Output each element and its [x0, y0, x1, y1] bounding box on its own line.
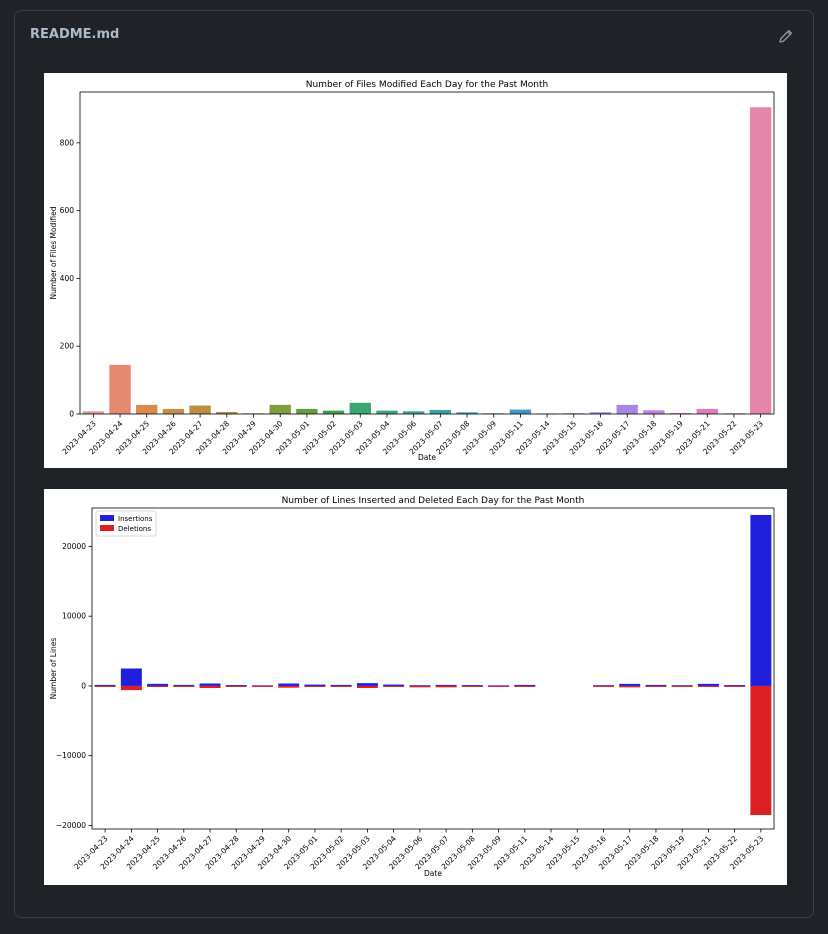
bar-insertions-2023-05-17 — [619, 683, 641, 686]
y-axis-label: Number of Lines — [49, 638, 58, 700]
bar-deletions-2023-05-02 — [330, 685, 352, 687]
y-tick-label: 200 — [60, 342, 75, 351]
bar-insertions-2023-05-16 — [593, 685, 614, 687]
bar-2023-05-16 — [589, 412, 612, 414]
chart-title: Number of Lines Inserted and Deleted Eac… — [282, 496, 585, 506]
bar-insertions-2023-05-22 — [724, 685, 746, 687]
bar-insertions-2023-05-21 — [697, 683, 719, 686]
x-axis-label: Date — [424, 869, 442, 878]
bar-insertions-2023-05-18 — [645, 684, 667, 686]
bar-deletions-2023-05-18 — [645, 685, 667, 687]
bar-deletions-2023-04-26 — [173, 685, 195, 687]
bar-deletions-2023-05-16 — [593, 685, 614, 687]
bar-2023-05-03 — [349, 402, 371, 414]
bar-deletions-2023-05-09 — [488, 685, 510, 687]
y-tick-label: 400 — [60, 274, 75, 283]
bar-insertions-2023-04-25 — [147, 683, 169, 686]
files-modified-svg: Number of Files Modified Each Day for th… — [49, 80, 775, 462]
bar-2023-04-27 — [189, 405, 211, 414]
legend-label-insertions: Insertions — [118, 515, 153, 523]
lines-changed-svg: Number of Lines Inserted and Deleted Eac… — [49, 496, 775, 878]
x-axis-label: Date — [418, 453, 436, 462]
y-tick-label: 600 — [60, 206, 75, 215]
bar-deletions-2023-05-19 — [671, 685, 693, 687]
bar-2023-05-11 — [509, 409, 532, 414]
bar-insertions-2023-05-02 — [330, 684, 352, 686]
bar-deletions-2023-04-24 — [120, 685, 142, 691]
bar-2023-05-08 — [456, 412, 478, 414]
bar-insertions-2023-05-09 — [488, 685, 510, 687]
bar-insertions-2023-05-07 — [435, 684, 457, 686]
bar-deletions-2023-04-29 — [252, 685, 273, 687]
bar-insertions-2023-05-11 — [514, 684, 536, 686]
file-name: README.md — [30, 27, 120, 42]
y-axis-label: Number of Files Modified — [49, 206, 58, 299]
y-tick-label: −10000 — [56, 751, 86, 760]
bar-deletions-2023-05-21 — [697, 685, 719, 687]
bar-insertions-2023-05-03 — [356, 683, 378, 686]
bar-deletions-2023-04-25 — [147, 685, 169, 687]
bar-2023-05-06 — [402, 411, 425, 414]
y-tick-label: 0 — [69, 410, 74, 419]
bar-deletions-2023-05-08 — [461, 685, 483, 687]
bar-insertions-2023-04-29 — [252, 685, 273, 687]
bar-2023-04-24 — [109, 364, 131, 414]
lines-changed-chart: Number of Lines Inserted and Deleted Eac… — [44, 489, 787, 885]
plot-frame — [91, 507, 775, 830]
bar-deletions-2023-05-01 — [304, 685, 326, 687]
bar-deletions-2023-05-17 — [619, 685, 641, 688]
bar-deletions-2023-05-06 — [409, 685, 431, 688]
bar-2023-04-28 — [216, 411, 238, 414]
pencil-icon[interactable] — [777, 27, 795, 45]
bar-2023-05-18 — [643, 410, 665, 414]
bar-insertions-2023-05-19 — [671, 685, 693, 687]
bar-insertions-2023-04-24 — [120, 668, 142, 686]
bar-2023-04-30 — [269, 404, 291, 414]
bar-insertions-2023-05-04 — [383, 684, 405, 686]
bar-2023-05-17 — [616, 404, 638, 414]
y-tick-label: 20000 — [62, 542, 86, 551]
bar-insertions-2023-04-28 — [225, 685, 247, 687]
bar-2023-05-04 — [376, 410, 398, 414]
bar-2023-05-19 — [669, 412, 692, 414]
bar-2023-04-26 — [162, 408, 185, 414]
chart-title: Number of Files Modified Each Day for th… — [306, 80, 548, 90]
y-tick-label: −20000 — [56, 821, 86, 830]
bar-insertions-2023-05-08 — [461, 685, 483, 687]
bar-deletions-2023-04-30 — [278, 685, 300, 688]
bar-deletions-2023-04-23 — [94, 685, 116, 687]
bar-deletions-2023-05-22 — [724, 685, 746, 687]
bar-deletions-2023-05-23 — [750, 685, 772, 816]
y-tick-label: 10000 — [62, 612, 86, 621]
bar-2023-05-21 — [696, 408, 718, 414]
legend-swatch-insertions — [100, 515, 114, 521]
bar-2023-05-07 — [429, 409, 452, 414]
y-tick-label: 0 — [81, 681, 86, 690]
bar-2023-05-01 — [296, 408, 318, 414]
bar-insertions-2023-04-27 — [199, 683, 221, 686]
bar-2023-05-23 — [749, 107, 772, 415]
bar-insertions-2023-05-06 — [409, 685, 431, 687]
bar-2023-05-02 — [322, 410, 345, 414]
y-tick-label: 800 — [60, 138, 75, 147]
bar-deletions-2023-05-11 — [514, 685, 536, 687]
bar-deletions-2023-05-07 — [435, 685, 457, 688]
bar-insertions-2023-04-23 — [94, 684, 116, 686]
bar-2023-04-23 — [82, 411, 105, 414]
bar-deletions-2023-05-04 — [383, 685, 405, 687]
bar-insertions-2023-05-01 — [304, 684, 326, 686]
bar-deletions-2023-05-03 — [356, 685, 378, 689]
bar-insertions-2023-05-23 — [750, 514, 772, 686]
plot-frame — [79, 91, 775, 415]
legend-swatch-deletions — [100, 525, 114, 531]
bar-insertions-2023-04-26 — [173, 684, 195, 686]
bar-insertions-2023-04-30 — [278, 683, 300, 686]
bar-2023-04-25 — [136, 404, 158, 414]
bar-deletions-2023-04-27 — [199, 685, 221, 689]
bar-deletions-2023-04-28 — [225, 685, 247, 687]
legend-label-deletions: Deletions — [118, 525, 151, 533]
files-modified-chart: Number of Files Modified Each Day for th… — [44, 73, 787, 468]
